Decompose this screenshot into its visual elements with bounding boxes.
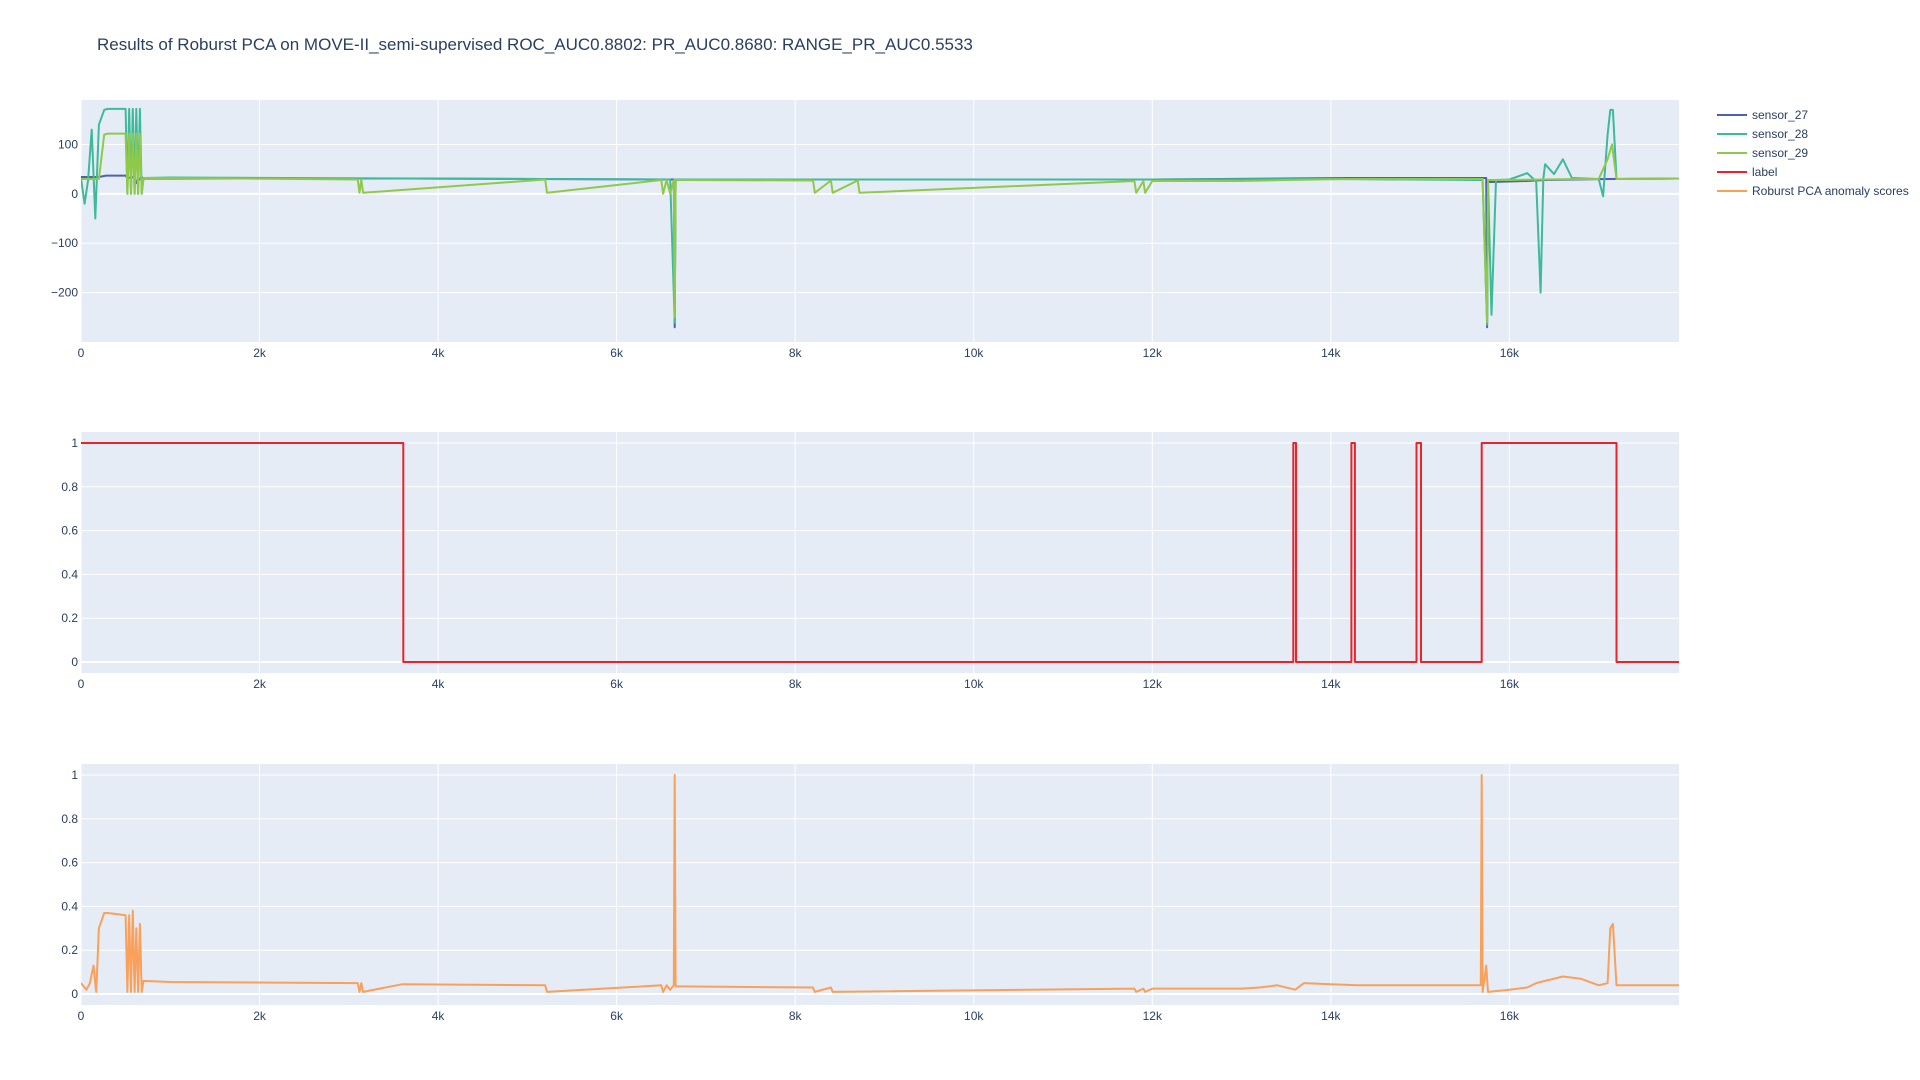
x-tick-label: 12k bbox=[1143, 677, 1163, 691]
y-tick-label: 0.6 bbox=[61, 524, 78, 538]
plot-background bbox=[81, 432, 1679, 673]
x-tick-label: 2k bbox=[253, 1009, 267, 1023]
x-tick-label: 2k bbox=[253, 677, 267, 691]
x-tick-label: 4k bbox=[432, 677, 446, 691]
x-tick-label: 2k bbox=[253, 346, 267, 360]
subplot-3: 0 2k 4k 6k 8k 10k 12k 14k 16k 0 0.2 0.4 0.6 0.8 1 bbox=[61, 764, 1679, 1023]
x-tick-label: 6k bbox=[610, 346, 624, 360]
series-line-sensor_29[interactable] bbox=[81, 132, 1679, 324]
x-tick-label: 8k bbox=[789, 346, 803, 360]
y-tick-label: 0 bbox=[71, 987, 78, 1001]
x-tick-label: 10k bbox=[964, 1009, 984, 1023]
x-tick-label: 0 bbox=[78, 346, 85, 360]
x-tick-label: 10k bbox=[964, 346, 984, 360]
x-tick-label: 4k bbox=[432, 1009, 446, 1023]
y-tick-label: 100 bbox=[58, 137, 78, 151]
legend-item[interactable]: sensor_28 bbox=[1717, 127, 1808, 141]
y-tick-label: 0.6 bbox=[61, 856, 78, 870]
x-tick-label: 16k bbox=[1500, 346, 1520, 360]
legend-label: sensor_28 bbox=[1752, 127, 1808, 141]
legend-label: Roburst PCA anomaly scores bbox=[1752, 184, 1909, 198]
x-tick-label: 6k bbox=[610, 677, 624, 691]
y-tick-label: −100 bbox=[51, 236, 78, 250]
x-tick-label: 10k bbox=[964, 677, 984, 691]
x-tick-label: 0 bbox=[78, 677, 85, 691]
x-tick-label: 0 bbox=[78, 1009, 85, 1023]
y-tick-label: 0 bbox=[71, 187, 78, 201]
series-group bbox=[81, 107, 1679, 329]
series-line-label[interactable] bbox=[81, 442, 1679, 663]
y-tick-label: 0.8 bbox=[61, 812, 78, 826]
series-line-roburst-pca-anomaly-scores[interactable] bbox=[81, 774, 1679, 993]
x-tick-label: 14k bbox=[1321, 677, 1341, 691]
y-tick-label: 0.2 bbox=[61, 943, 78, 957]
x-tick-label: 8k bbox=[789, 677, 803, 691]
legend-item[interactable]: sensor_27 bbox=[1717, 108, 1808, 122]
x-tick-label: 12k bbox=[1143, 1009, 1163, 1023]
y-tick-label: 0 bbox=[71, 655, 78, 669]
plot-background bbox=[81, 764, 1679, 1005]
x-tick-label: 14k bbox=[1321, 1009, 1341, 1023]
y-tick-label: 1 bbox=[71, 436, 78, 450]
plot-background bbox=[81, 100, 1679, 342]
x-tick-label: 12k bbox=[1143, 346, 1163, 360]
y-tick-label: 0.4 bbox=[61, 567, 78, 581]
series-group bbox=[81, 774, 1679, 993]
legend-label: sensor_29 bbox=[1752, 146, 1808, 160]
y-tick-label: 0.2 bbox=[61, 611, 78, 625]
legend-item[interactable]: Roburst PCA anomaly scores bbox=[1717, 184, 1909, 198]
x-tick-label: 6k bbox=[610, 1009, 624, 1023]
series-group bbox=[81, 442, 1679, 663]
y-tick-label: 1 bbox=[71, 768, 78, 782]
y-tick-label: −200 bbox=[51, 286, 78, 300]
x-tick-label: 16k bbox=[1500, 1009, 1520, 1023]
y-tick-label: 0.4 bbox=[61, 899, 78, 913]
x-tick-label: 14k bbox=[1321, 346, 1341, 360]
x-tick-label: 16k bbox=[1500, 677, 1520, 691]
y-tick-label: 0.8 bbox=[61, 480, 78, 494]
legend-item[interactable]: sensor_29 bbox=[1717, 146, 1808, 160]
x-tick-label: 4k bbox=[432, 346, 446, 360]
chart-title: Results of Roburst PCA on MOVE-II_semi-s… bbox=[97, 35, 973, 54]
x-tick-label: 8k bbox=[789, 1009, 803, 1023]
legend-label: label bbox=[1752, 165, 1777, 179]
subplot-2: 0 2k 4k 6k 8k 10k 12k 14k 16k 0 0.2 0.4 0.6 0.8 1 bbox=[61, 432, 1679, 691]
legend-label: sensor_27 bbox=[1752, 108, 1808, 122]
legend-item[interactable]: label bbox=[1717, 165, 1777, 179]
subplot-1: 0 2k 4k 6k 8k 10k 12k 14k 16k 100 0 −100 −200 bbox=[51, 100, 1679, 360]
